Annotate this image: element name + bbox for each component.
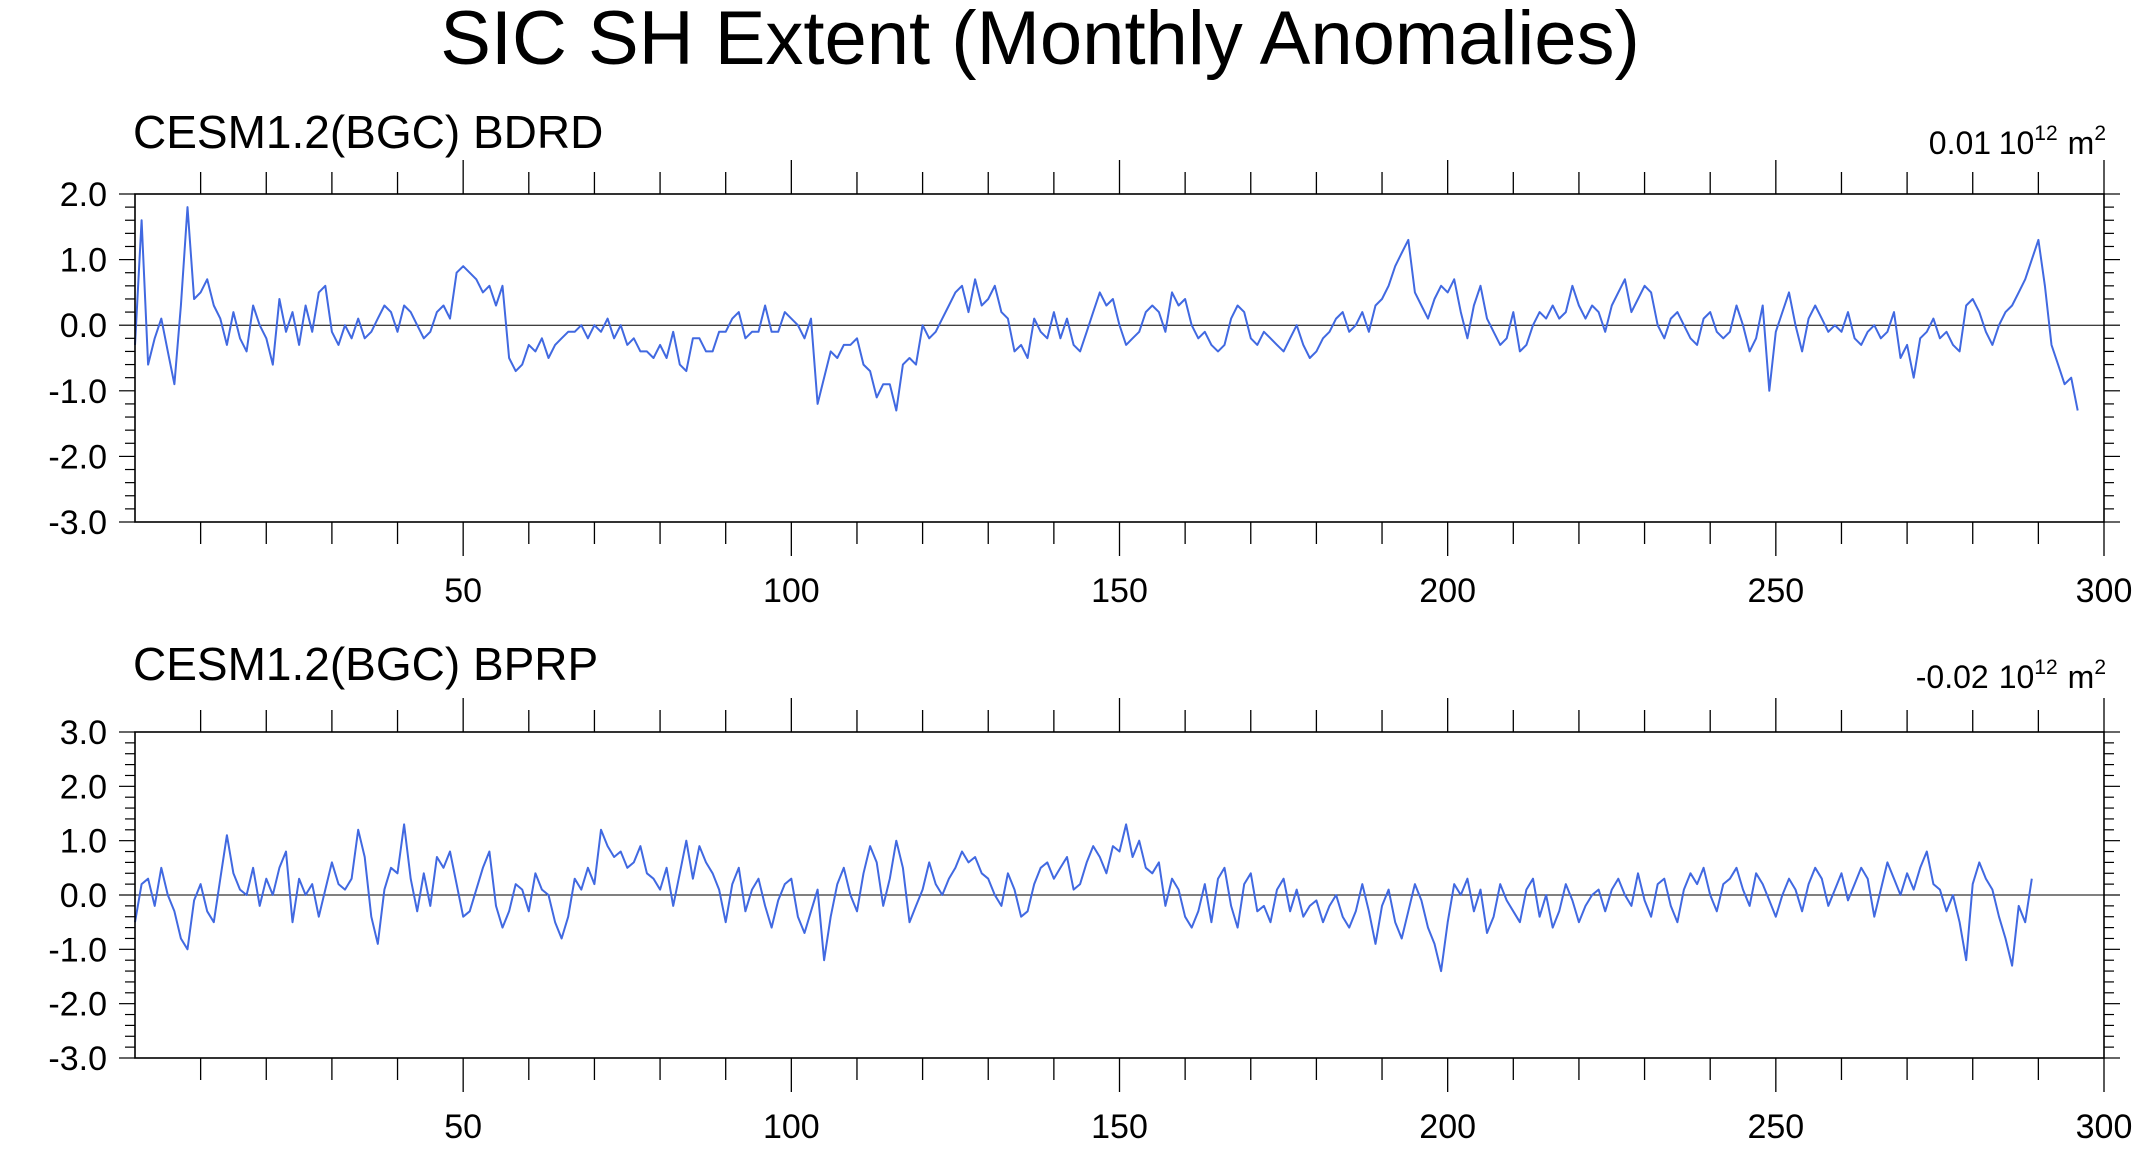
y-tick-label: 1.0 bbox=[60, 242, 107, 280]
y-tick-label: 1.0 bbox=[60, 823, 107, 861]
units-base: 10 bbox=[1999, 659, 2035, 695]
units-unit-exponent: 2 bbox=[2094, 656, 2106, 679]
units-unit: m bbox=[2068, 125, 2095, 161]
panel-title: CESM1.2(BGC) BDRD bbox=[133, 106, 603, 158]
y-tick-label: -3.0 bbox=[48, 1040, 107, 1078]
x-tick-label: 200 bbox=[1419, 1108, 1476, 1146]
x-tick-label: 150 bbox=[1091, 572, 1148, 610]
y-tick-label: 2.0 bbox=[60, 176, 107, 214]
x-tick-label: 150 bbox=[1091, 1108, 1148, 1146]
panel-units-label: -0.02 1012 m2 bbox=[1916, 656, 2106, 695]
y-tick-label: -2.0 bbox=[48, 986, 107, 1024]
y-tick-label: -1.0 bbox=[48, 373, 107, 411]
x-tick-label: 100 bbox=[763, 1108, 820, 1146]
mean-value: 0.01 bbox=[1929, 125, 1990, 161]
y-tick-label: 0.0 bbox=[60, 307, 107, 345]
x-tick-label: 100 bbox=[763, 572, 820, 610]
panel-units-label: 0.01 1012 m2 bbox=[1929, 122, 2106, 161]
figure-title: SIC SH Extent (Monthly Anomalies) bbox=[440, 0, 1640, 81]
x-tick-label: 250 bbox=[1747, 1108, 1804, 1146]
panel-bdrd: CESM1.2(BGC) BDRD 0.01 1012 m2 50 100 150 200… bbox=[48, 106, 2132, 610]
units-exponent: 12 bbox=[2034, 122, 2057, 145]
y-tick-label: 3.0 bbox=[60, 714, 107, 752]
panel-bprp: CESM1.2(BGC) BPRP -0.02 1012 m2 50 100 150 20… bbox=[48, 638, 2132, 1146]
units-unit: m bbox=[2068, 659, 2095, 695]
series-line bbox=[134, 823, 2033, 973]
x-tick-label: 250 bbox=[1747, 572, 1804, 610]
plot-area: 50 100 150 200 250 300 2.0 1.0 0.0 -1.0 -2.0 -3.0 bbox=[48, 160, 2132, 610]
series-line bbox=[134, 206, 2079, 412]
panel-title: CESM1.2(BGC) BPRP bbox=[133, 638, 598, 690]
y-tick-label: 2.0 bbox=[60, 768, 107, 806]
x-tick-label: 50 bbox=[444, 1108, 482, 1146]
units-base: 10 bbox=[1999, 125, 2035, 161]
units-exponent: 12 bbox=[2034, 656, 2057, 679]
plot-frame bbox=[134, 193, 2105, 523]
y-tick-label: 0.0 bbox=[60, 877, 107, 915]
y-tick-label: -3.0 bbox=[48, 504, 107, 542]
x-tick-label: 300 bbox=[2076, 1108, 2133, 1146]
mean-value: -0.02 bbox=[1916, 659, 1989, 695]
x-tick-label: 200 bbox=[1419, 572, 1476, 610]
x-tick-label: 300 bbox=[2076, 572, 2133, 610]
y-tick-label: -1.0 bbox=[48, 931, 107, 969]
y-tick-label: -2.0 bbox=[48, 438, 107, 476]
x-tick-label: 50 bbox=[444, 572, 482, 610]
units-unit-exponent: 2 bbox=[2094, 122, 2106, 145]
plot-area: 50 100 150 200 250 300 3.0 2.0 1.0 0.0 -1.0 -2.0 -3.… bbox=[48, 698, 2132, 1146]
